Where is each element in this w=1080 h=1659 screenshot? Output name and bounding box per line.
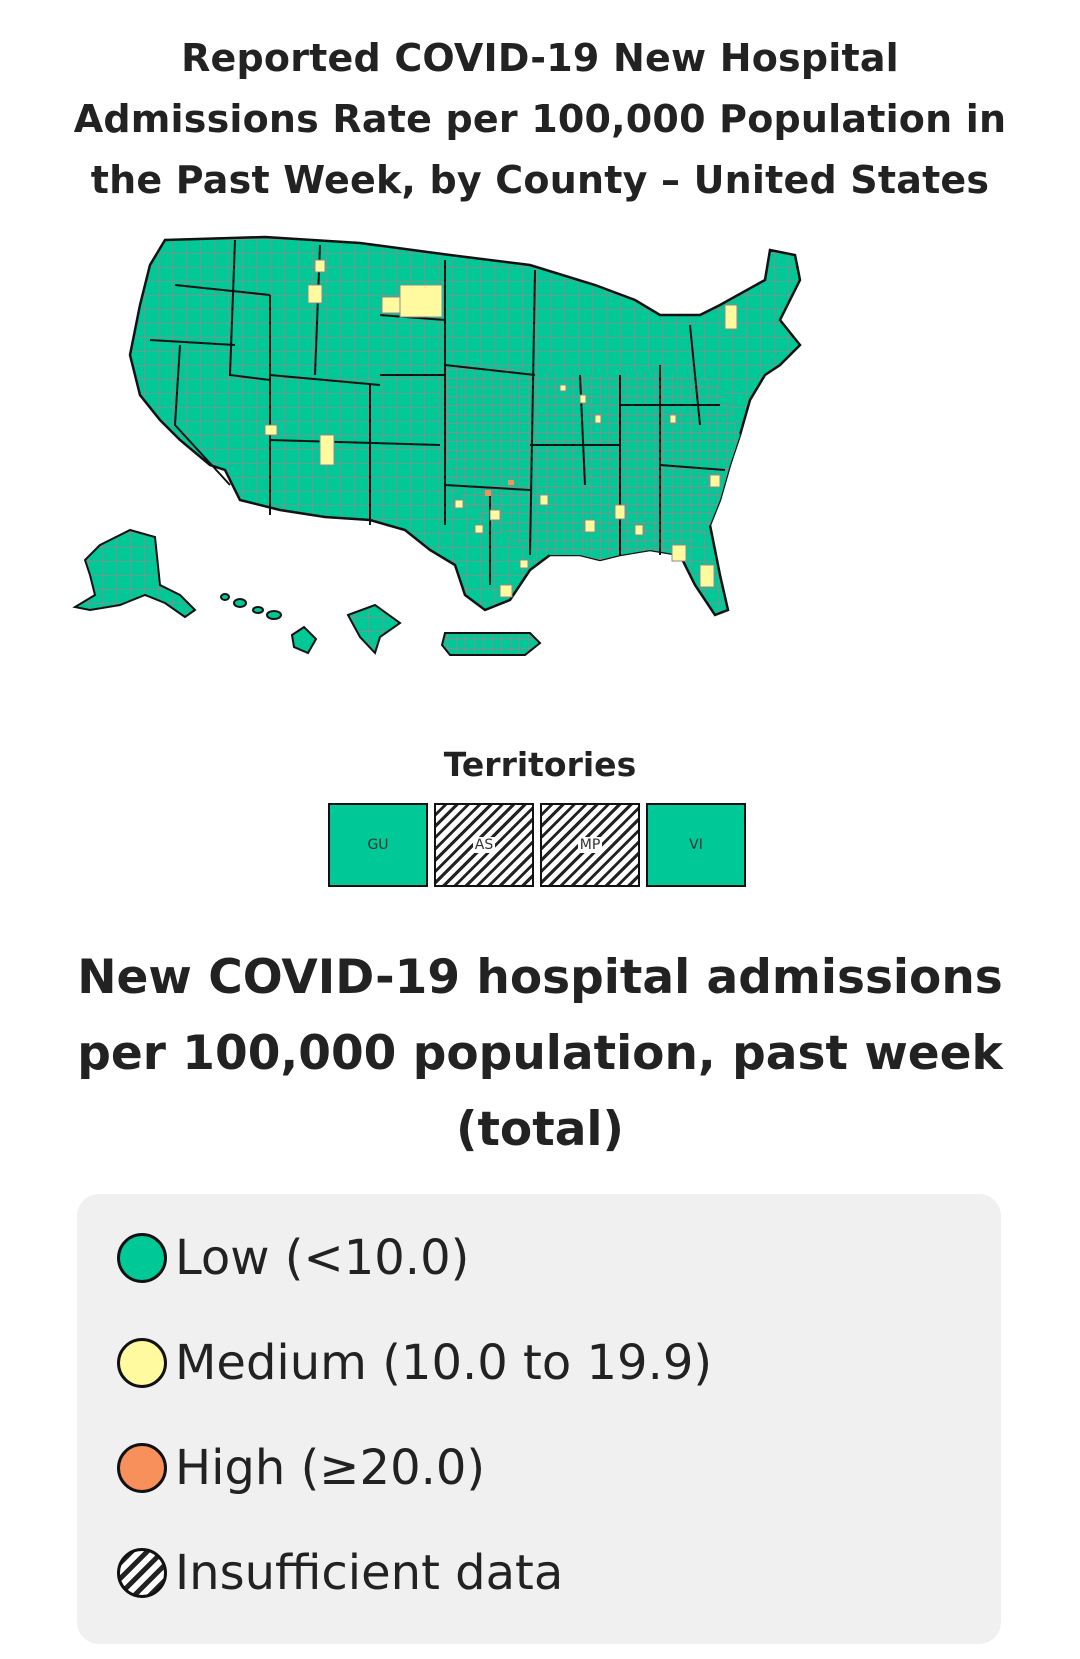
territory-vi[interactable]: VI (646, 803, 746, 887)
us-county-map[interactable] (60, 225, 880, 715)
territory-as[interactable]: AS (434, 803, 534, 887)
legend-label-insufficient: Insufficient data (175, 1545, 564, 1601)
hawaii-shape (220, 593, 318, 655)
legend-item-low: Low (<10.0) (117, 1230, 469, 1286)
low-swatch-icon (117, 1233, 167, 1283)
territory-mp[interactable]: MP (540, 803, 640, 887)
legend-label-medium: Medium (10.0 to 19.9) (175, 1335, 713, 1391)
territory-as-label: AS (472, 837, 496, 853)
territory-vi-label: VI (689, 837, 703, 853)
territories-title: Territories (443, 745, 637, 784)
legend-item-high: High (≥20.0) (117, 1440, 485, 1496)
puerto-rico-main-shape (440, 632, 542, 656)
high-swatch-icon (117, 1443, 167, 1493)
territories-row: GU AS MP VI (328, 803, 746, 887)
territory-gu[interactable]: GU (328, 803, 428, 887)
legend-title: New COVID-19 hospital admissions per 100… (77, 950, 1003, 1157)
legend-item-insufficient: Insufficient data (117, 1545, 563, 1601)
puerto-rico-shape (346, 603, 402, 655)
medium-counties (264, 259, 738, 598)
territory-gu-label: GU (367, 837, 389, 853)
insufficient-swatch-icon (117, 1548, 167, 1598)
legend-label-high: High (≥20.0) (175, 1440, 486, 1496)
territory-mp-label: MP (577, 837, 603, 853)
medium-swatch-icon (117, 1338, 167, 1388)
high-counties (485, 480, 514, 496)
legend-item-medium: Medium (10.0 to 19.9) (117, 1335, 712, 1391)
map-title: Reported COVID-19 New Hospital Admission… (73, 36, 1007, 202)
legend-panel: Low (<10.0) Medium (10.0 to 19.9) High (… (77, 1194, 1001, 1644)
eastern-counties (440, 365, 740, 560)
legend-label-low: Low (<10.0) (175, 1230, 470, 1286)
alaska-shape (72, 528, 197, 619)
